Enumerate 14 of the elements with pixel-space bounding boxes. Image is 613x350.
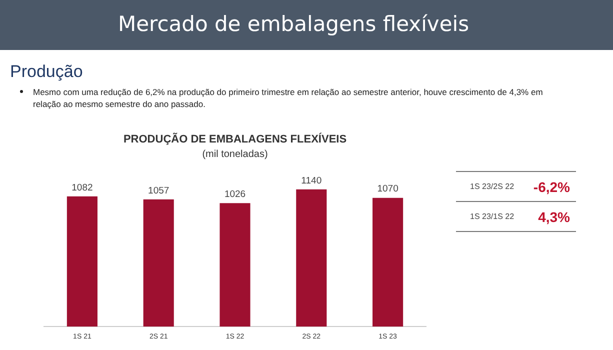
text: Produção (10, 62, 83, 82)
text: Mesmo com uma redução de 6,2% na produção do primeiro trimestre em relação ao semestre anterior, houve crescimento de 4,3% em relação ao mesmo semestre do ano passado. (33, 87, 543, 109)
text: 1S 23/2S 22 (470, 182, 514, 191)
data-label: 1057 (148, 185, 170, 196)
text: 4,3% (538, 208, 570, 224)
data-label: 1026 (224, 189, 246, 200)
chart-subtitle: (mil toneladas) (202, 148, 268, 160)
data-label: 1140 (301, 175, 322, 186)
text: -6,2% (533, 178, 570, 194)
text: Mercado de embalagens flexíveis (118, 12, 470, 36)
text: 1S 23/1S 22 (470, 212, 514, 221)
data-label: 1082 (72, 182, 93, 194)
data-label: 1070 (377, 184, 398, 195)
chart-title: PRODUÇÃO DE EMBALAGENS FLEXÍVEIS (123, 132, 347, 146)
